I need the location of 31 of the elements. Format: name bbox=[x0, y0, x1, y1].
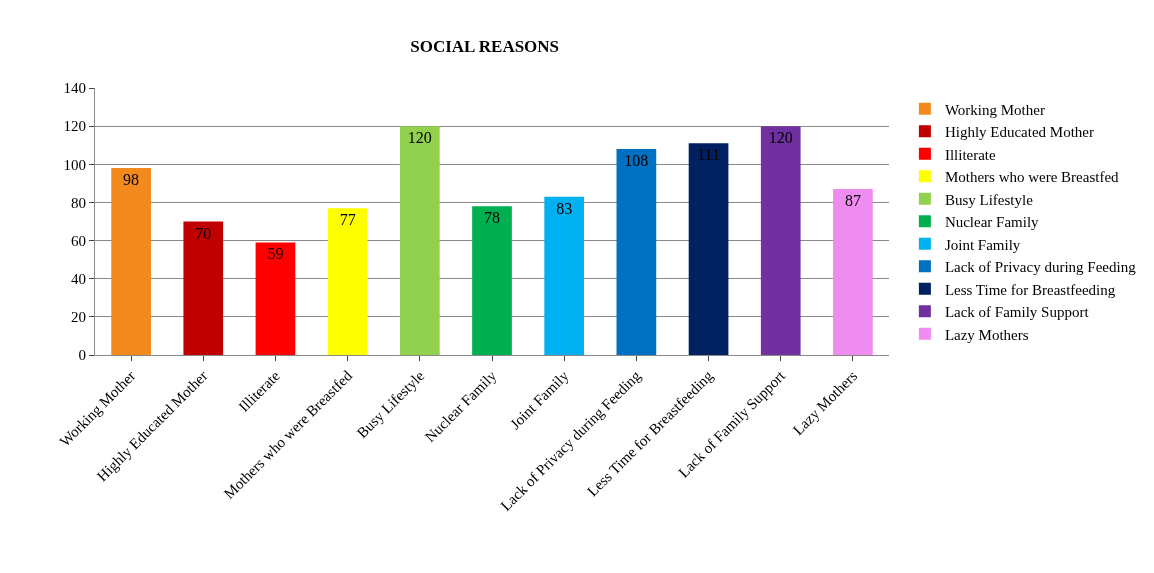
y-tick-label: 140 bbox=[63, 80, 86, 97]
y-tick-label: 100 bbox=[63, 156, 86, 173]
data-label: 87 bbox=[844, 192, 861, 210]
data-label: 108 bbox=[624, 152, 649, 170]
y-tick-label: 80 bbox=[71, 194, 86, 211]
legend-label: Lack of Family Support bbox=[944, 304, 1090, 321]
data-label: 70 bbox=[195, 224, 212, 242]
y-tick-label: 20 bbox=[71, 309, 86, 326]
legend-label: Working Mother bbox=[944, 101, 1045, 118]
legend-label: Lazy Mothers bbox=[944, 326, 1029, 343]
y-tick-label: 0 bbox=[78, 347, 86, 364]
legend-label: Lack of Privacy during Feeding bbox=[944, 259, 1137, 276]
legend-label: Mothers who were Breastfed bbox=[944, 169, 1120, 186]
data-label: 77 bbox=[339, 211, 356, 229]
y-tick-label: 60 bbox=[71, 232, 86, 249]
data-label: 78 bbox=[484, 209, 500, 227]
legend-label: Less Time for Breastfeeding bbox=[944, 281, 1116, 298]
y-tick-label: 40 bbox=[71, 270, 86, 287]
legend-label: Busy Lifestyle bbox=[944, 191, 1034, 208]
y-tick-label: 120 bbox=[63, 118, 86, 135]
legend-label: Highly Educated Mother bbox=[944, 124, 1095, 141]
legend-label: Joint Family bbox=[944, 236, 1021, 253]
data-label: 120 bbox=[768, 129, 793, 147]
legend-label: Illiterate bbox=[944, 146, 997, 163]
data-label: 83 bbox=[556, 199, 573, 217]
data-label: 111 bbox=[697, 146, 720, 164]
data-label: 120 bbox=[407, 129, 432, 147]
chart-title: SOCIAL REASONS bbox=[410, 37, 560, 57]
legend-label: Nuclear Family bbox=[944, 214, 1040, 231]
data-label: 98 bbox=[123, 171, 140, 189]
data-label: 59 bbox=[267, 245, 284, 263]
